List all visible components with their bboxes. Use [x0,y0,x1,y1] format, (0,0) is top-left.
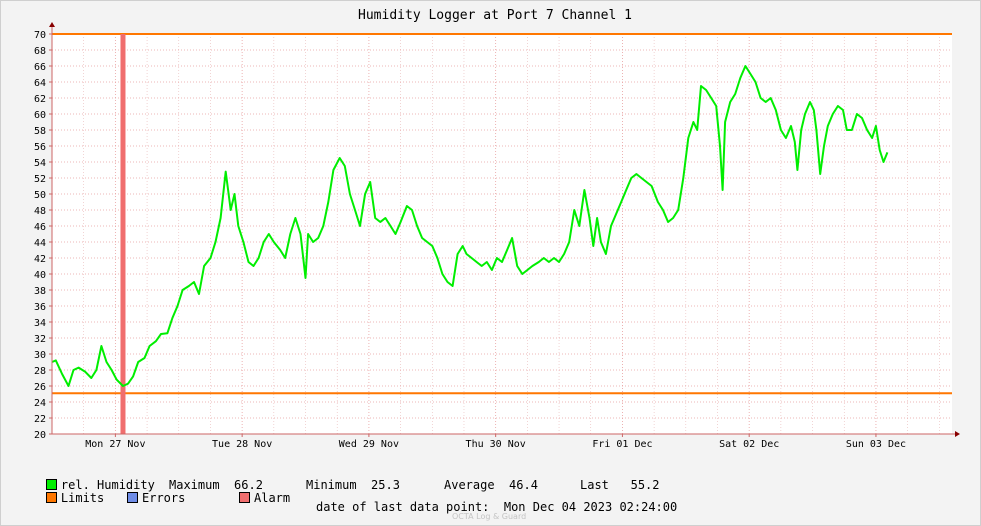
stat-minimum: Minimum 25.3 [306,478,400,492]
legend-item-limits: Limits [45,491,105,505]
ytick-label: 52 [34,174,46,185]
watermark: OCTA Log & Guard [452,512,527,521]
x-axis-arrow [955,431,960,437]
limits-legend-label: Limits [60,491,105,505]
maximum-label: Maximum [169,478,220,492]
ytick-label: 20 [34,430,46,441]
chart-title: Humidity Logger at Port 7 Channel 1 [358,8,632,23]
last-data-point-label: date of last data point: [316,500,490,514]
limits-swatch [45,492,57,503]
ytick-label: 22 [34,414,46,425]
legend-item-humidity: rel. Humidity [45,478,155,492]
minimum-label: Minimum [306,478,357,492]
alarm-swatch [239,492,250,503]
plot-area [52,34,952,434]
ytick-label: 42 [34,254,46,265]
ytick-label: 68 [34,46,46,57]
legend-item-errors: Errors [127,491,185,505]
stat-maximum: Maximum 66.2 [169,478,263,492]
ytick-label: 60 [34,110,46,121]
ytick-label: 46 [34,222,46,233]
ytick-label: 38 [34,286,46,297]
xtick-label: Wed 29 Nov [339,439,399,450]
alarm-legend-label: Alarm [254,491,291,505]
ytick-label: 30 [34,350,46,361]
ytick-label: 62 [34,94,46,105]
ytick-label: 32 [34,334,46,345]
ytick-label: 40 [34,270,46,281]
xtick-label: Sun 03 Dec [846,439,906,450]
ytick-label: 50 [34,190,46,201]
last-data-point-value: Mon Dec 04 2023 02:24:00 [503,500,678,514]
last-value: 55.2 [630,478,660,492]
ytick-label: 56 [34,142,46,153]
average-label: Average [444,478,495,492]
last-label: Last [580,478,609,492]
xtick-label: Mon 27 Nov [85,439,145,450]
ytick-label: 24 [34,398,46,409]
ytick-label: 54 [34,158,46,169]
ytick-label: 26 [34,382,46,393]
xtick-label: Fri 01 Dec [592,439,652,450]
humidity-legend-label: rel. Humidity [60,478,155,492]
last-data-point: date of last data point: Mon Dec 04 2023… [316,500,677,514]
xtick-label: Tue 28 Nov [212,439,272,450]
minimum-value: 25.3 [371,478,400,492]
xtick-label: Sat 02 Dec [719,439,779,450]
ytick-label: 44 [34,238,46,249]
errors-legend-label: Errors [142,491,186,505]
humidity-swatch [45,479,57,490]
legend-item-alarm: Alarm [239,491,290,505]
ytick-label: 58 [34,126,46,137]
ytick-label: 66 [34,62,46,73]
ytick-label: 64 [34,78,46,89]
humidity-series-line [51,65,889,387]
average-value: 46.4 [509,478,538,492]
ytick-label: 48 [34,206,46,217]
legend-row-humidity: rel. Humidity Maximum 66.2 Minimum 25.3 Ave… [17,464,660,492]
maximum-value: 66.2 [234,478,263,492]
ytick-label: 70 [34,30,46,41]
stat-last: Last 55.2 [580,478,660,492]
y-axis-arrow [49,22,55,27]
stat-average: Average 46.4 [444,478,538,492]
errors-swatch [127,492,138,503]
legend-row-markers: Limits Errors Alarm [17,477,290,505]
ytick-label: 34 [34,318,46,329]
xtick-label: Thu 30 Nov [466,439,526,450]
ytick-label: 36 [34,302,46,313]
ytick-label: 28 [34,366,46,377]
